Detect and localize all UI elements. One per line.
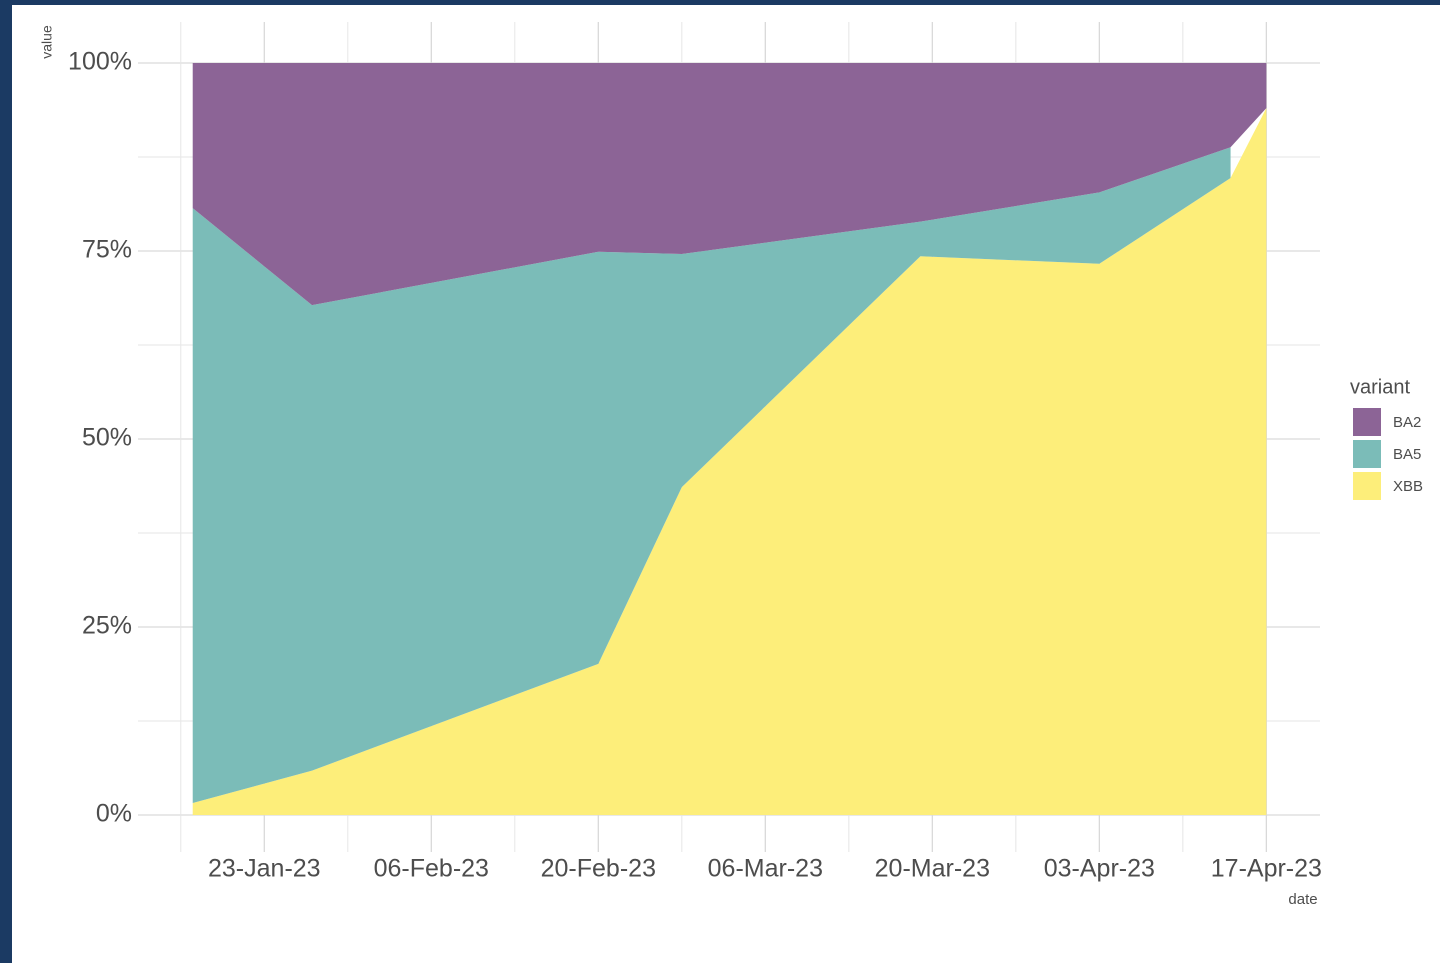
x-tick-label: 06-Mar-23 <box>708 855 823 883</box>
y-tick-label: 50% <box>82 424 132 452</box>
x-tick-label: 20-Mar-23 <box>875 855 990 883</box>
x-axis-label: date <box>1288 891 1317 908</box>
y-tick-label: 0% <box>96 800 132 828</box>
x-tick-label: 20-Feb-23 <box>541 855 656 883</box>
labels: 0% 25% 50% 75% 100% 23-Jan-23 06-Feb-23 20-Feb-… <box>68 48 1423 883</box>
legend-swatch <box>1353 440 1381 468</box>
legend-label: XBB <box>1393 478 1423 495</box>
x-tick-label: 23-Jan-23 <box>208 855 321 883</box>
areas <box>192 63 1267 816</box>
y-axis-label: value <box>39 25 55 59</box>
legend-swatch <box>1353 472 1381 500</box>
area <box>192 63 1267 306</box>
x-tick-label: 03-Apr-23 <box>1044 855 1155 883</box>
y-tick-label: 25% <box>82 612 132 640</box>
legend-label: BA2 <box>1393 414 1421 431</box>
legend-title: variant <box>1350 376 1410 398</box>
legend-label: BA5 <box>1393 446 1421 463</box>
x-tick-label: 17-Apr-23 <box>1211 855 1322 883</box>
area <box>192 147 1231 803</box>
legend-swatch <box>1353 408 1381 436</box>
y-tick-label: 100% <box>68 48 132 76</box>
area <box>192 108 1267 816</box>
y-tick-label: 75% <box>82 236 132 264</box>
x-tick-label: 06-Feb-23 <box>374 855 489 883</box>
